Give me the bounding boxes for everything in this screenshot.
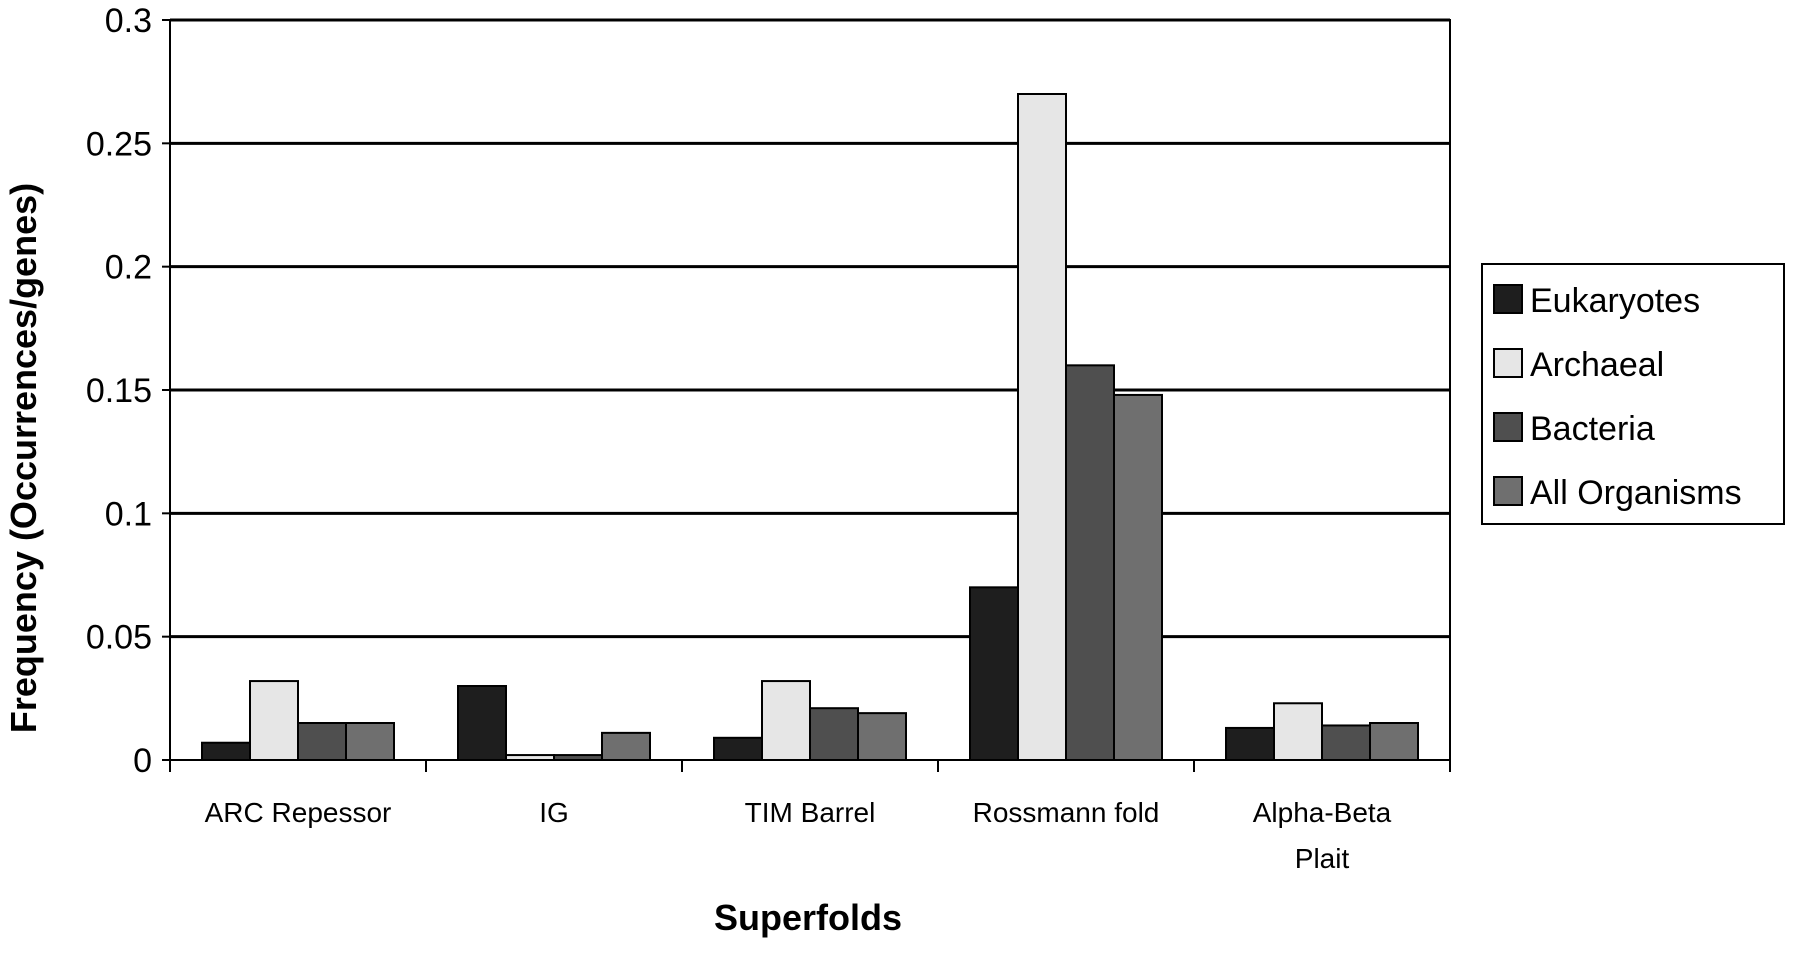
x-tick-label: Plait <box>1295 843 1350 874</box>
bar-eukaryotes <box>201 741 251 762</box>
bar-archaeal <box>761 680 811 761</box>
bar-bacteria <box>297 722 347 761</box>
x-tick-labels: ARC Repessor IG TIM Barrel Rossmann fold Alp… <box>205 797 1392 874</box>
y-tick-label: 0.05 <box>86 619 152 657</box>
bar-all-organisms <box>601 731 651 761</box>
bar-eukaryotes <box>457 685 507 761</box>
legend-label: Bacteria <box>1530 410 1655 448</box>
bar-bacteria <box>1065 364 1115 761</box>
legend-swatch <box>1493 348 1523 378</box>
legend-swatch <box>1493 284 1523 314</box>
y-axis-title: Frequency (Occurrences/genes) <box>3 183 44 733</box>
bar-all-organisms <box>1113 393 1163 761</box>
legend-swatch <box>1493 412 1523 442</box>
bar-archaeal <box>1017 93 1067 761</box>
bar-archaeal <box>249 680 299 761</box>
gridlines <box>170 18 1450 639</box>
y-tick-labels: 0 0.05 0.1 0.15 0.2 0.25 0.3 <box>86 2 152 780</box>
bar-all-organisms <box>345 722 395 761</box>
legend-box <box>1481 263 1785 525</box>
bar-archaeal <box>1273 702 1323 761</box>
bar-bacteria <box>1321 724 1371 762</box>
x-axis-title: Superfolds <box>714 897 902 938</box>
legend-label: Archaeal <box>1530 346 1664 384</box>
x-tick-label: ARC Repessor <box>205 797 392 828</box>
bar-all-organisms <box>857 712 907 762</box>
y-tick-label: 0.15 <box>86 372 152 410</box>
legend-swatch <box>1493 476 1523 506</box>
bar-eukaryotes <box>713 736 763 761</box>
bars <box>201 93 1419 762</box>
bar-eukaryotes <box>1225 726 1275 762</box>
legend: Eukaryotes Archaeal Bacteria All Organisms <box>1481 263 1785 525</box>
y-tick-label: 0.25 <box>86 125 152 163</box>
legend-label: All Organisms <box>1530 474 1742 512</box>
x-tick-label: Rossmann fold <box>973 797 1160 828</box>
x-tick-label: TIM Barrel <box>745 797 876 828</box>
plot-area-frame <box>169 19 1451 761</box>
x-tick-label: IG <box>539 797 569 828</box>
legend-label: Eukaryotes <box>1530 282 1700 320</box>
bar-bacteria <box>809 707 859 762</box>
y-tick-label: 0.1 <box>105 495 152 533</box>
bar-all-organisms <box>1369 722 1419 761</box>
y-tick-label: 0.2 <box>105 249 152 287</box>
y-tick-label: 0 <box>133 742 152 780</box>
x-tick-label: Alpha-Beta <box>1253 797 1392 828</box>
y-tick-label: 0.3 <box>105 2 152 40</box>
axes <box>162 19 1451 772</box>
bar-eukaryotes <box>969 586 1019 761</box>
